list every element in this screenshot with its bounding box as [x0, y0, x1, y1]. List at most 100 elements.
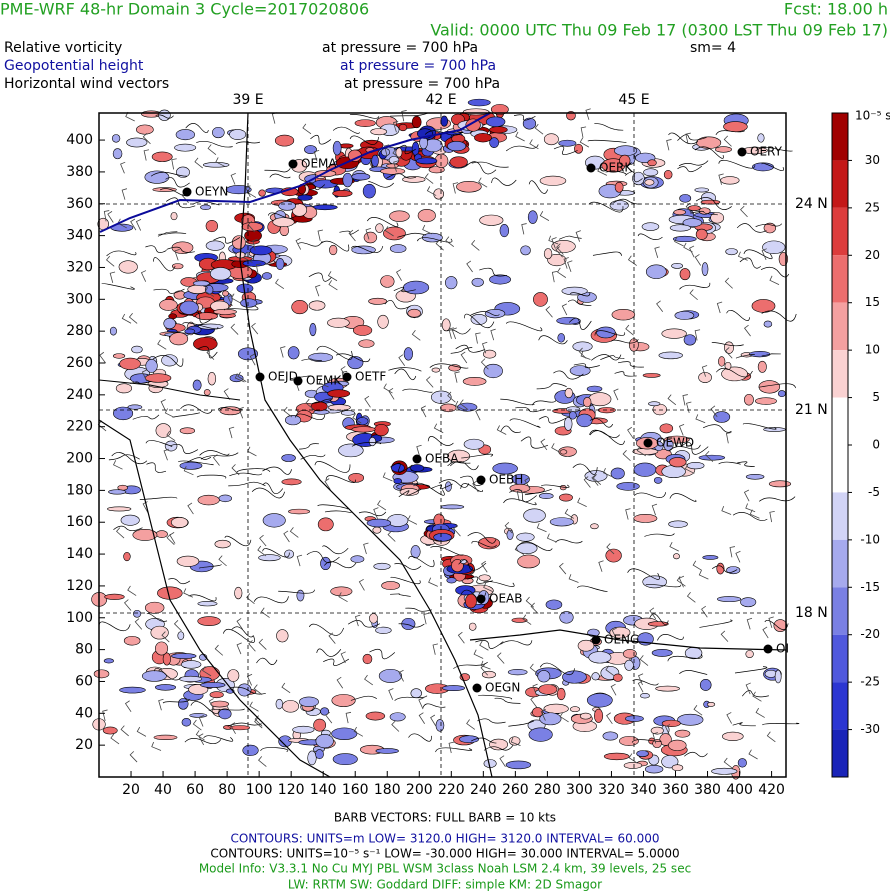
vorticity-cell [123, 635, 141, 646]
contour-line [591, 354, 622, 361]
wind-barb [163, 448, 169, 461]
wind-barb [377, 500, 387, 511]
vorticity-cell [614, 145, 638, 157]
wind-barb [328, 632, 336, 644]
vorticity-cell [313, 718, 327, 732]
wind-barb [769, 275, 780, 285]
contour-line [483, 744, 514, 751]
wind-barb [143, 149, 150, 161]
vorticity-cell [276, 629, 289, 643]
vorticity-cell [564, 416, 573, 431]
contour-line [435, 747, 473, 753]
contour-line [184, 738, 222, 744]
vorticity-cell [673, 553, 680, 560]
wind-barb [116, 527, 125, 539]
vorticity-cell [528, 727, 553, 742]
vorticity-cell [407, 308, 421, 318]
contour-line [528, 180, 548, 194]
contour-line [300, 454, 326, 460]
wind-barb [424, 173, 434, 184]
vorticity-cell [562, 670, 587, 684]
vorticity-cell [593, 708, 604, 723]
y-tick-label: 100 [66, 610, 93, 626]
vorticity-cell [179, 675, 203, 682]
wind-barb [740, 205, 748, 218]
contour-line [455, 344, 486, 353]
wind-barb [611, 627, 618, 640]
contour-line [197, 346, 218, 359]
wind-barb [459, 399, 469, 410]
contour-line [157, 231, 178, 237]
colorbar-tick-label: 0 [872, 438, 880, 452]
vorticity-cell [169, 332, 189, 346]
contour-line [203, 735, 234, 742]
x-tick-label: 400 [726, 782, 753, 798]
vorticity-cell [154, 684, 177, 691]
colorbar-band [832, 492, 848, 540]
vorticity-cell [177, 698, 189, 710]
vorticity-cell [222, 290, 229, 297]
vorticity-cell [590, 523, 599, 530]
wind-barb [695, 414, 706, 424]
contour-line [739, 257, 761, 269]
vorticity-cell [774, 669, 782, 684]
contour-line [761, 163, 784, 172]
wind-barb [236, 642, 242, 655]
vorticity-cell [281, 478, 302, 486]
vorticity-cell [568, 411, 577, 420]
wind-barb [724, 277, 733, 289]
contour-line [505, 321, 543, 332]
vorticity-cell [155, 641, 169, 656]
vorticity-cell [304, 145, 317, 155]
vorticity-cell [152, 187, 177, 192]
vorticity-cell [275, 258, 285, 270]
vorticity-cell [614, 181, 624, 193]
contour-line [190, 701, 220, 715]
vorticity-cell [505, 760, 532, 770]
wind-barb [237, 371, 247, 382]
vorticity-cell [444, 481, 452, 492]
vorticity-cell [492, 462, 518, 475]
vorticity-cell [351, 426, 376, 433]
wind-barb [158, 698, 164, 711]
contour-line [153, 257, 176, 272]
vorticity-cell [462, 377, 487, 386]
wind-barb [387, 530, 396, 542]
vorticity-cell [113, 406, 134, 421]
vorticity-cell [310, 401, 328, 412]
x-tick-label: 40 [154, 782, 172, 798]
contour-line [761, 310, 797, 322]
contour-line [294, 413, 326, 421]
vorticity-cell [342, 172, 353, 188]
wind-barb [762, 626, 769, 639]
contour-line [368, 181, 395, 188]
vorticity-cell [417, 209, 436, 223]
vorticity-cell [661, 719, 681, 727]
wind-barb [555, 246, 563, 258]
vorticity-cell [522, 117, 537, 130]
vorticity-cell [377, 314, 389, 329]
x-tick-label: 360 [662, 782, 689, 798]
vorticity-cell [362, 653, 373, 665]
vorticity-cell [374, 423, 389, 437]
lon-label: 45 E [618, 92, 649, 108]
contour-line [347, 620, 381, 628]
vorticity-cell [176, 166, 190, 178]
contour-line [314, 461, 351, 473]
vorticity-cell [307, 750, 317, 766]
wind-barb [254, 717, 263, 729]
wind-barb [460, 351, 468, 364]
wind-barb [113, 460, 123, 470]
contour-line [677, 134, 707, 141]
vorticity-cell [659, 733, 672, 746]
vorticity-cell [471, 277, 484, 287]
station [342, 372, 352, 382]
field-name: Horizontal wind vectors [4, 76, 169, 92]
contour-line [758, 496, 796, 502]
wind-barb [466, 719, 476, 730]
vorticity-cell [644, 765, 664, 774]
wind-barb [432, 643, 438, 655]
wind-barb [676, 576, 686, 587]
wind-barb [246, 187, 257, 198]
vorticity-cell [181, 718, 192, 727]
